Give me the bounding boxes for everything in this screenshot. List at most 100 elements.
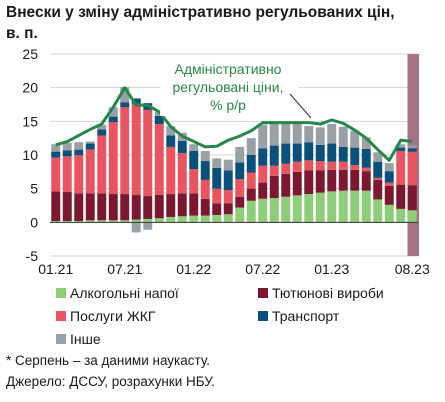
bar-tobacco [315,170,325,193]
bar-other [361,137,371,149]
bar-transport [350,147,360,166]
bar-alcohol [315,192,325,223]
bar-tobacco [62,192,72,221]
chart-title: Внески у зміну адміністративно регульова… [6,2,442,44]
bar-tobacco [281,173,291,197]
bar-utilities [85,149,95,194]
bar-transport [108,116,118,123]
bar-utilities [131,103,141,195]
bar-transport [120,102,130,108]
bar-transport [62,150,72,157]
bar-transport [154,115,164,125]
bar-tobacco [384,185,394,205]
bar-transport [131,98,141,104]
bar-alcohol [373,199,383,223]
y-tick-label: 0 [30,214,38,230]
annotation-leader [289,93,312,119]
bar-tobacco [223,203,233,215]
bar-other [338,126,348,147]
bar-tobacco [258,182,268,199]
bar-utilities [143,109,153,197]
bar-other [62,142,72,151]
legend-item-utilities: Послуги ЖКГ [56,308,156,324]
bar-other [97,124,107,130]
bar-tobacco [350,169,360,191]
bar-alcohol [108,220,118,223]
bar-other [108,107,118,117]
legend-swatch [56,288,66,299]
bar-tobacco [212,203,222,215]
bar-tobacco [143,196,153,219]
bar-alcohol [269,198,279,223]
bar-alcohol [154,218,164,223]
bar-utilities [177,152,187,194]
bar-utilities [166,146,176,195]
bar-utilities [315,161,325,171]
annotation-text: регульовані ціни, [173,79,284,95]
bar-other [74,142,84,150]
bar-tobacco [235,196,245,208]
bar-alcohol [246,200,256,223]
bar-other [407,145,417,149]
bar-other [223,159,233,171]
bar-utilities [223,190,233,204]
bar-utilities [212,188,222,204]
bar-transport [269,145,279,166]
bar-transport [85,143,95,150]
legend-label: Інше [70,331,101,347]
line-annotation: Адміністративно регульовані ціни, % р/р [160,58,312,119]
footnote-source: Джерело: ДССУ, розрахунки НБУ. [6,374,215,389]
bar-utilities [292,161,302,172]
bar-alcohol [51,220,61,223]
bar-transport [235,162,245,180]
bar-other [235,146,245,163]
bar-utilities [51,157,61,192]
bar-tobacco [154,194,164,219]
bar-other [327,124,337,144]
bar-alcohol [166,216,176,223]
bar-transport [315,144,325,162]
bar-other [396,144,406,148]
bar-tobacco [120,194,130,221]
bar-transport [338,146,348,162]
bar-alcohol [304,194,314,223]
bar-transport [246,155,256,173]
bar-utilities [327,161,337,170]
bar-utilities [108,122,118,195]
bar-tobacco [131,194,141,220]
y-tick-label: 10 [22,147,38,163]
bar-alcohol [189,215,199,223]
bar-transport [166,135,176,147]
bar-alcohol [407,210,417,223]
bar-other [200,150,210,162]
bar-utilities [97,135,107,194]
bar-alcohol [396,208,406,223]
bar-alcohol [177,216,187,223]
line-series [55,86,413,162]
bar-alcohol [258,198,268,223]
bar-other [269,123,279,146]
y-tick-label: 5 [30,181,38,197]
bar-tobacco [304,170,314,195]
bar-utilities [373,177,383,180]
bar-alcohol [97,220,107,223]
legend-swatch [56,311,66,322]
bar-alcohol [120,220,130,223]
y-tick-label: 20 [22,80,38,96]
legend-swatch [258,288,268,299]
chart-title-line-1: Внески у зміну адміністративно регульова… [6,4,395,21]
bar-transport [361,148,371,168]
annotation-text: % р/р [210,97,246,113]
bar-transport [258,148,268,166]
bar-utilities [246,172,256,189]
bar-alcohol [327,191,337,223]
bars [51,86,417,233]
bar-transport [407,148,417,152]
stacked-bar-chart: -5 0 5 10 15 20 25 01.21 07.21 01.22 07.22 01.23 08.… [22,46,430,277]
bar-alcohol [361,190,371,223]
bar-alcohol [338,190,348,223]
bar-transport [292,143,302,162]
bar-other [131,222,141,233]
bar-utilities [304,160,314,171]
bar-tobacco [177,193,187,217]
